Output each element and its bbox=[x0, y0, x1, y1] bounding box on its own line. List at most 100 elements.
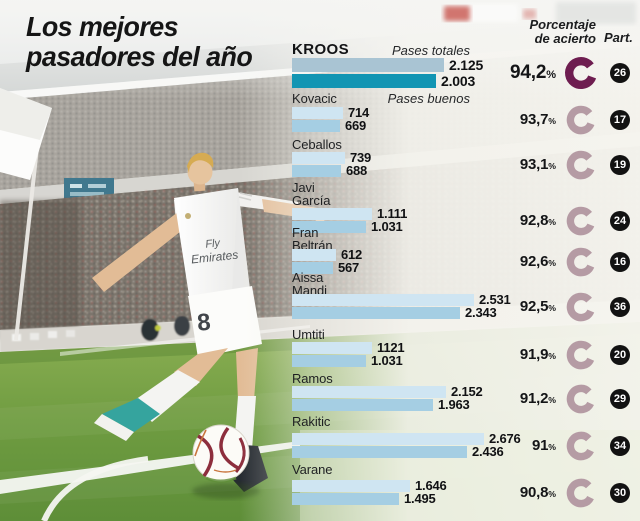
column-header-accuracy-line1: Porcentaje bbox=[529, 17, 596, 32]
accuracy-percentage: 92,5% bbox=[456, 297, 556, 318]
percent-sign: % bbox=[548, 394, 556, 405]
corner-flag bbox=[0, 88, 52, 341]
good-passes-value: 567 bbox=[338, 260, 360, 275]
bar-good-passes bbox=[292, 446, 467, 458]
matches-badge: 30 bbox=[610, 482, 630, 503]
accuracy-donut-icon bbox=[566, 150, 596, 179]
accuracy-donut-icon bbox=[566, 431, 596, 460]
accuracy-number: 94,2 bbox=[510, 62, 547, 83]
accuracy-percentage: 91% bbox=[456, 436, 556, 457]
good-passes-value: 2.343 bbox=[465, 305, 497, 320]
percent-sign: % bbox=[548, 350, 556, 361]
total-passes-value: 714 bbox=[348, 105, 370, 120]
accuracy-number: 93,7 bbox=[519, 110, 549, 128]
player-head bbox=[187, 159, 213, 185]
bar-good-passes bbox=[292, 262, 333, 274]
accuracy-number: 90,8 bbox=[519, 483, 549, 501]
player-left-boot bbox=[102, 398, 160, 432]
page-title: Los mejores pasadores del año bbox=[26, 11, 253, 72]
legend-total-passes: Pases totales bbox=[391, 43, 470, 58]
percent-sign: % bbox=[548, 488, 556, 499]
accuracy-number: 93,1 bbox=[519, 155, 549, 173]
bar-total-passes bbox=[292, 249, 336, 261]
bar-total-passes bbox=[292, 58, 444, 72]
bar-total-passes bbox=[292, 433, 484, 445]
accuracy-donut-icon bbox=[566, 478, 596, 507]
column-header-participation: Part. bbox=[604, 30, 633, 45]
accuracy-donut-icon bbox=[566, 384, 596, 413]
bar-good-passes bbox=[292, 74, 436, 88]
player-name: Umtiti bbox=[292, 327, 325, 342]
accuracy-number: 92,5 bbox=[519, 297, 549, 315]
matches-badge: 16 bbox=[610, 251, 630, 272]
accuracy-number: 92,8 bbox=[519, 211, 549, 229]
matches-badge: 17 bbox=[610, 109, 630, 130]
total-passes-value: 2.125 bbox=[449, 57, 484, 73]
bar-good-passes bbox=[292, 399, 433, 411]
accuracy-donut-icon bbox=[566, 247, 596, 276]
percent-sign: % bbox=[548, 441, 556, 452]
bar-good-passes bbox=[292, 165, 341, 177]
bar-total-passes bbox=[292, 342, 372, 354]
accuracy-percentage: 92,8% bbox=[456, 211, 556, 232]
total-passes-value: 612 bbox=[341, 247, 363, 262]
player-name: Aissa bbox=[292, 270, 324, 285]
percent-sign: % bbox=[548, 160, 556, 171]
accuracy-percentage: 91,2% bbox=[456, 389, 556, 410]
player-hair bbox=[187, 152, 214, 173]
matches-badge: 34 bbox=[610, 435, 630, 456]
player-name: Kovacic bbox=[292, 91, 337, 106]
bar-good-passes bbox=[292, 120, 340, 132]
player-name: Fran bbox=[292, 225, 319, 240]
accuracy-donut-icon bbox=[566, 292, 596, 321]
good-passes-value: 2.003 bbox=[441, 73, 476, 89]
good-passes-value: 1.963 bbox=[438, 397, 470, 412]
title-line-1: Los mejores bbox=[26, 11, 179, 42]
bar-total-passes bbox=[292, 480, 410, 492]
blurred-scoreboard bbox=[444, 2, 636, 24]
player-name: Mandi bbox=[292, 283, 327, 298]
good-passes-value: 1.495 bbox=[404, 491, 436, 506]
percent-sign: % bbox=[546, 69, 556, 81]
player-left-arm bbox=[92, 212, 190, 292]
svg-text:Emirates: Emirates bbox=[190, 248, 239, 267]
matches-badge: 19 bbox=[610, 154, 630, 175]
player-name: Rakitic bbox=[292, 414, 331, 429]
good-passes-value: 688 bbox=[346, 163, 368, 178]
football bbox=[192, 424, 260, 499]
corner-arc bbox=[41, 456, 149, 521]
accuracy-number: 91 bbox=[531, 436, 549, 454]
accuracy-number: 91,2 bbox=[519, 389, 549, 407]
player-name: KROOS bbox=[292, 41, 350, 58]
accuracy-percentage: 93,1% bbox=[456, 155, 556, 176]
player-name: Beltrán bbox=[292, 238, 333, 253]
player-name: Ramos bbox=[292, 371, 333, 386]
accuracy-number: 92,6 bbox=[519, 252, 549, 270]
accuracy-percentage: 93,7% bbox=[456, 110, 556, 131]
accuracy-percentage: 94,2% bbox=[456, 61, 556, 87]
svg-text:Fly: Fly bbox=[205, 237, 222, 251]
bar-total-passes bbox=[292, 294, 474, 306]
bar-total-passes bbox=[292, 208, 372, 220]
player-name: García bbox=[292, 193, 331, 208]
percent-sign: % bbox=[548, 302, 556, 313]
matches-badge: 26 bbox=[610, 63, 630, 83]
total-passes-value: 2.676 bbox=[489, 431, 521, 446]
matches-badge: 36 bbox=[610, 296, 630, 317]
total-passes-value: 1.646 bbox=[415, 478, 447, 493]
accuracy-percentage: 92,6% bbox=[456, 252, 556, 273]
good-passes-value: 1.031 bbox=[371, 353, 403, 368]
bar-total-passes bbox=[292, 107, 343, 119]
title-line-2: pasadores del año bbox=[26, 41, 253, 72]
total-passes-value: 1.111 bbox=[377, 206, 408, 221]
player-name: Javi bbox=[292, 180, 315, 195]
good-passes-value: 669 bbox=[345, 118, 367, 133]
bar-good-passes bbox=[292, 221, 366, 233]
total-passes-value: 2.152 bbox=[451, 384, 483, 399]
shirt-number: 8 bbox=[196, 309, 212, 337]
total-passes-value: 2.531 bbox=[479, 292, 511, 307]
total-passes-value: 1121 bbox=[377, 340, 405, 355]
accuracy-donut-icon bbox=[566, 105, 596, 134]
matches-badge: 29 bbox=[610, 388, 630, 409]
bar-good-passes bbox=[292, 355, 366, 367]
